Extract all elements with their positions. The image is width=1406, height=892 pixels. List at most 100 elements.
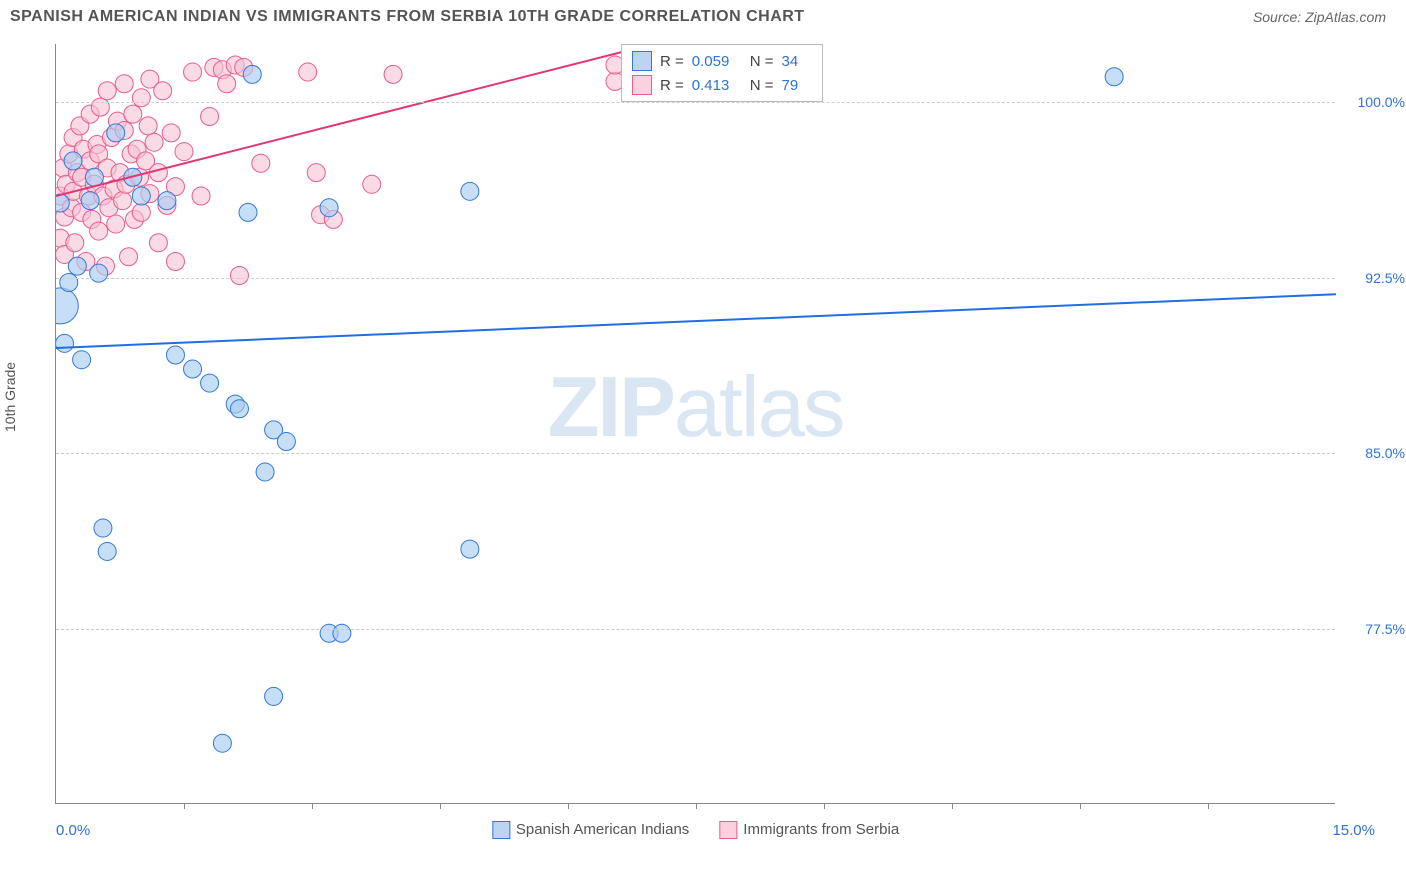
data-point (299, 63, 317, 81)
data-point (56, 194, 69, 212)
data-point (166, 252, 184, 270)
data-point (94, 519, 112, 537)
stats-swatch (632, 75, 652, 95)
data-point (132, 203, 150, 221)
legend-item: Spanish American Indians (492, 821, 689, 839)
data-point (201, 374, 219, 392)
stats-row: R =0.413N =79 (632, 73, 812, 97)
data-point (98, 542, 116, 560)
data-point (184, 360, 202, 378)
data-point (230, 400, 248, 418)
data-point (162, 124, 180, 142)
data-point (461, 182, 479, 200)
x-tick (1208, 803, 1209, 809)
stats-swatch (632, 51, 652, 71)
y-tick-label: 92.5% (1345, 270, 1405, 286)
x-tick (696, 803, 697, 809)
legend-swatch (719, 821, 737, 839)
y-tick-label: 85.0% (1345, 445, 1405, 461)
data-point (139, 117, 157, 135)
x-tick (952, 803, 953, 809)
chart-container: 10th Grade ZIPatlas 100.0%92.5%85.0%77.5… (30, 34, 1395, 854)
data-point (114, 192, 132, 210)
data-point (68, 257, 86, 275)
stats-row: R = 0.059 N = 34 (632, 49, 812, 73)
data-point (60, 274, 78, 292)
data-point (243, 65, 261, 83)
x-axis-min-label: 0.0% (56, 822, 90, 839)
data-point (85, 168, 103, 186)
data-point (56, 334, 74, 352)
data-point (230, 267, 248, 285)
data-point (107, 215, 125, 233)
data-point (90, 264, 108, 282)
data-point (265, 687, 283, 705)
data-point (192, 187, 210, 205)
data-point (252, 154, 270, 172)
data-point (115, 75, 133, 93)
x-tick (184, 803, 185, 809)
bottom-legend: Spanish American Indians Immigrants from … (492, 821, 899, 839)
scatter-svg (56, 44, 1336, 804)
data-point (132, 187, 150, 205)
trend-line (56, 294, 1336, 348)
r-label: R = (660, 53, 684, 70)
x-tick (824, 803, 825, 809)
gridline-h (56, 102, 1335, 103)
data-point (239, 203, 257, 221)
r-value: 0.059 (692, 53, 742, 70)
x-tick (568, 803, 569, 809)
n-value: 79 (782, 77, 812, 94)
data-point (91, 98, 109, 116)
data-point (107, 124, 125, 142)
data-point (154, 82, 172, 100)
gridline-h (56, 278, 1335, 279)
x-tick (1080, 803, 1081, 809)
legend-item: Immigrants from Serbia (719, 821, 899, 839)
plot-area: ZIPatlas 100.0%92.5%85.0%77.5%0.0%15.0%S… (55, 44, 1335, 804)
chart-title: SPANISH AMERICAN INDIAN VS IMMIGRANTS FR… (10, 8, 805, 26)
data-point (218, 75, 236, 93)
y-tick-label: 100.0% (1345, 94, 1405, 110)
data-point (384, 65, 402, 83)
data-point (213, 734, 231, 752)
r-label: R = (660, 77, 684, 94)
gridline-h (56, 629, 1335, 630)
n-value: 34 (782, 53, 812, 70)
data-point (363, 175, 381, 193)
data-point (90, 222, 108, 240)
data-point (98, 82, 116, 100)
data-point (461, 540, 479, 558)
data-point (149, 234, 167, 252)
data-point (132, 89, 150, 107)
x-tick (440, 803, 441, 809)
data-point (1105, 68, 1123, 86)
y-tick-label: 77.5% (1345, 621, 1405, 637)
data-point (307, 164, 325, 182)
data-point (56, 288, 78, 324)
data-point (149, 164, 167, 182)
n-label: N = (750, 53, 774, 70)
data-point (166, 346, 184, 364)
data-point (175, 143, 193, 161)
data-point (120, 248, 138, 266)
data-point (66, 234, 84, 252)
stats-box: R =0.059N =34R =0.413N =79 (621, 44, 823, 102)
data-point (201, 107, 219, 125)
data-point (277, 433, 295, 451)
legend-swatch (492, 821, 510, 839)
data-point (81, 192, 99, 210)
data-point (256, 463, 274, 481)
data-point (158, 192, 176, 210)
data-point (124, 105, 142, 123)
r-value: 0.413 (692, 77, 742, 94)
data-point (64, 152, 82, 170)
data-point (184, 63, 202, 81)
x-axis-max-label: 15.0% (1332, 822, 1375, 839)
data-point (145, 133, 163, 151)
gridline-h (56, 453, 1335, 454)
y-axis-label: 10th Grade (2, 362, 18, 432)
data-point (320, 199, 338, 217)
x-tick (312, 803, 313, 809)
source-label: Source: ZipAtlas.com (1253, 9, 1386, 25)
